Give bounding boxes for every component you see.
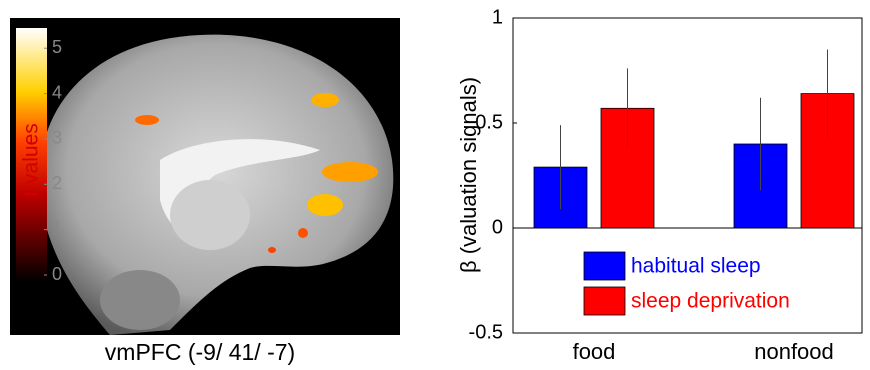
y-tick-label: -0.5 [469, 321, 503, 343]
y-tick-label: 0 [492, 216, 503, 238]
colorbar-tick-label: 4 [52, 82, 62, 102]
legend-swatch [584, 287, 625, 315]
colorbar-tick-label: 0 [52, 264, 62, 284]
figure: t-values vmPFC (-9/ 41/ -7) β (valuation… [0, 0, 870, 370]
colorbar-label: t-values [20, 123, 43, 197]
legend-swatch [584, 252, 625, 280]
colorbar-tick-label: 5 [52, 37, 62, 57]
y-tick-label: 0.5 [475, 111, 503, 133]
image-caption: vmPFC (-9/ 41/ -7) [105, 339, 295, 365]
x-tick-label: food [573, 339, 616, 364]
legend-label: sleep deprivation [631, 290, 790, 313]
colorbar-tick-label: 1 [52, 218, 62, 238]
y-axis-label: β (valuation signals) [456, 77, 481, 273]
page: t-values vmPFC (-9/ 41/ -7) β (valuation… [0, 0, 870, 370]
y-tick-label: 1 [492, 6, 503, 28]
legend-label: habitual sleep [631, 255, 761, 278]
colorbar-tick-label: 2 [52, 173, 62, 193]
brain-image [10, 18, 400, 335]
colorbar-tick-label: 3 [52, 128, 62, 148]
x-tick-label: nonfood [754, 339, 834, 364]
